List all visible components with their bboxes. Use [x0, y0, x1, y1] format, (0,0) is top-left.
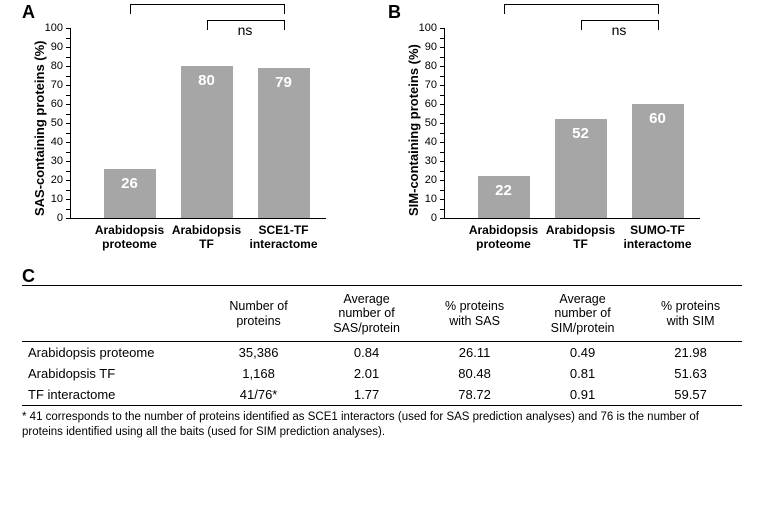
bar-value: 52 [555, 125, 607, 142]
ytick-label: 20 [51, 174, 63, 186]
bar: 26 [104, 169, 156, 218]
chart-a-y-title: SAS-containing proteins (%) [32, 41, 47, 217]
table-cell: Arabidopsis proteome [22, 342, 207, 364]
ytick-label: 70 [51, 79, 63, 91]
ytick-label: 40 [425, 136, 437, 148]
table-cell: 26.11 [423, 342, 526, 364]
table-cell: 0.49 [526, 342, 639, 364]
table-row: Arabidopsis TF1,1682.0180.480.8151.63 [22, 363, 742, 384]
table-cell: 51.63 [639, 363, 742, 384]
ytick-label: 90 [425, 41, 437, 53]
panel-b-label: B [388, 2, 401, 23]
table-cell: 21.98 [639, 342, 742, 364]
ytick-label: 60 [51, 98, 63, 110]
bar: 22 [478, 176, 530, 218]
bar: 52 [555, 119, 607, 218]
table-header: % proteins with SIM [639, 286, 742, 342]
ytick-label: 40 [51, 136, 63, 148]
table-cell: 2.01 [310, 363, 423, 384]
ytick-label: 10 [425, 193, 437, 205]
table-header [22, 286, 207, 342]
ytick-label: 30 [51, 155, 63, 167]
bar-value: 26 [104, 175, 156, 192]
chart-b-y-title: SIM-containing proteins (%) [406, 44, 421, 216]
ytick-label: 50 [425, 117, 437, 129]
panel-a-label: A [22, 2, 35, 23]
table-cell: Arabidopsis TF [22, 363, 207, 384]
table-cell: 35,386 [207, 342, 310, 364]
bar: 80 [181, 66, 233, 218]
table-cell: TF interactome [22, 384, 207, 406]
ytick-label: 100 [419, 22, 437, 34]
ytick-label: 80 [425, 60, 437, 72]
table-footnote: * 41 corresponds to the number of protei… [22, 406, 742, 440]
bar-value: 22 [478, 182, 530, 199]
table-row: Arabidopsis proteome35,3860.8426.110.492… [22, 342, 742, 364]
table-cell: 41/76* [207, 384, 310, 406]
ytick-label: 60 [425, 98, 437, 110]
bar: 60 [632, 104, 684, 218]
table-header: % proteins with SAS [423, 286, 526, 342]
panel-c-label: C [22, 266, 35, 287]
table-header: Average number of SIM/protein [526, 286, 639, 342]
table-cell: 0.91 [526, 384, 639, 406]
table-header: Average number of SAS/protein [310, 286, 423, 342]
table-cell: 1.77 [310, 384, 423, 406]
table-cell: 1,168 [207, 363, 310, 384]
sig-label: ns [599, 22, 639, 38]
chart-b-plot: 010203040506070809010022Arabidopsis prot… [444, 28, 700, 219]
ytick-label: 10 [51, 193, 63, 205]
table-cell: 78.72 [423, 384, 526, 406]
sig-label: ns [225, 22, 265, 38]
chart-a-plot: 010203040506070809010026Arabidopsis prot… [70, 28, 326, 219]
category-label: SUMO-TF interactome [608, 224, 708, 252]
table-cell: 59.57 [639, 384, 742, 406]
ytick-label: 80 [51, 60, 63, 72]
table-c: Number of proteinsAverage number of SAS/… [22, 285, 742, 440]
ytick-label: 70 [425, 79, 437, 91]
ytick-label: 50 [51, 117, 63, 129]
sig-label: ** [561, 0, 601, 2]
table-row: TF interactome41/76*1.7778.720.9159.57 [22, 384, 742, 406]
ytick-label: 20 [425, 174, 437, 186]
ytick-label: 100 [45, 22, 63, 34]
bar-value: 79 [258, 74, 310, 91]
bar-value: 80 [181, 72, 233, 89]
ytick-label: 0 [431, 212, 437, 224]
bar-value: 60 [632, 110, 684, 127]
table-cell: 0.81 [526, 363, 639, 384]
ytick-label: 30 [425, 155, 437, 167]
sig-label: ** [187, 0, 227, 2]
ytick-label: 0 [57, 212, 63, 224]
table-cell: 0.84 [310, 342, 423, 364]
category-label: SCE1-TF interactome [234, 224, 334, 252]
ytick-label: 90 [51, 41, 63, 53]
table-cell: 80.48 [423, 363, 526, 384]
bar: 79 [258, 68, 310, 218]
table-header: Number of proteins [207, 286, 310, 342]
